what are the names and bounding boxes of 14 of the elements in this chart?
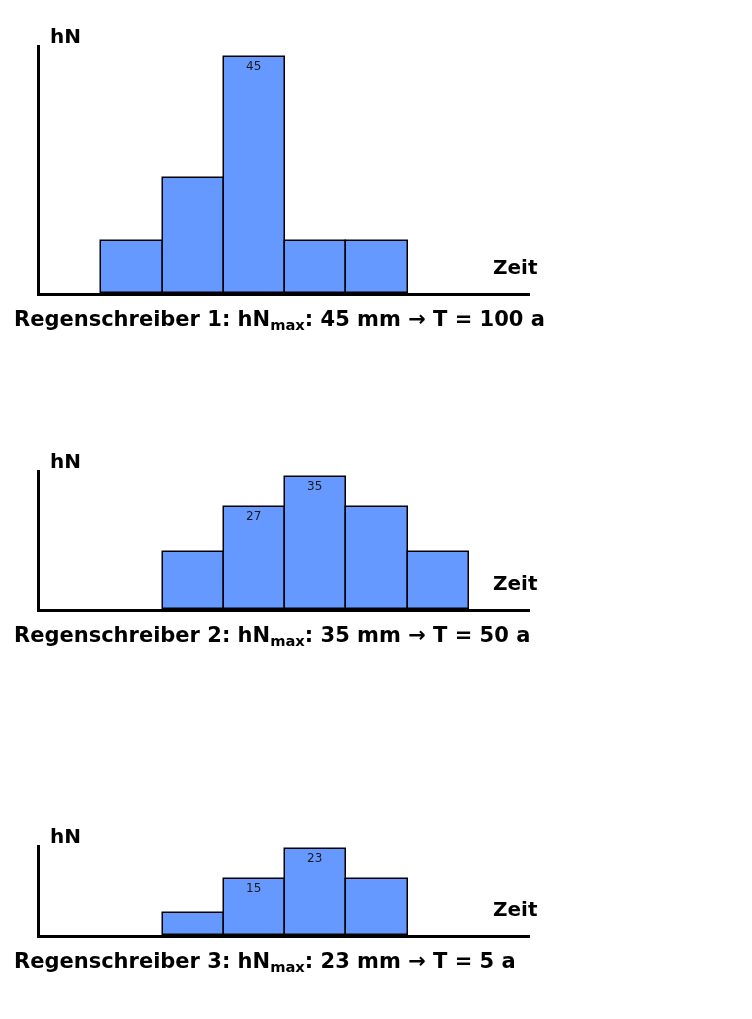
text: Regenschreiber 1: hN$_{max}$: 45 mm → T = 100 a [14,307,545,334]
x-axis-title: Zeit [493,571,538,595]
data-label: 23 [307,851,323,866]
y-axis-title: hN [50,824,81,848]
y-axis-title: hN [50,24,81,48]
data-label: 27 [246,509,262,524]
data-label: 35 [307,479,323,494]
x-axis-title: Zeit [493,255,538,279]
text: Regenschreiber 2: hN$_{max}$: 35 mm → T = 50 a [14,623,531,650]
data-label: 15 [246,881,262,896]
text: Regenschreiber 3: hN$_{max}$: 23 mm → T = 5 a [14,949,516,976]
x-axis-title: Zeit [493,897,538,921]
y-axis-title: hN [50,449,81,473]
data-label: 45 [246,59,262,74]
